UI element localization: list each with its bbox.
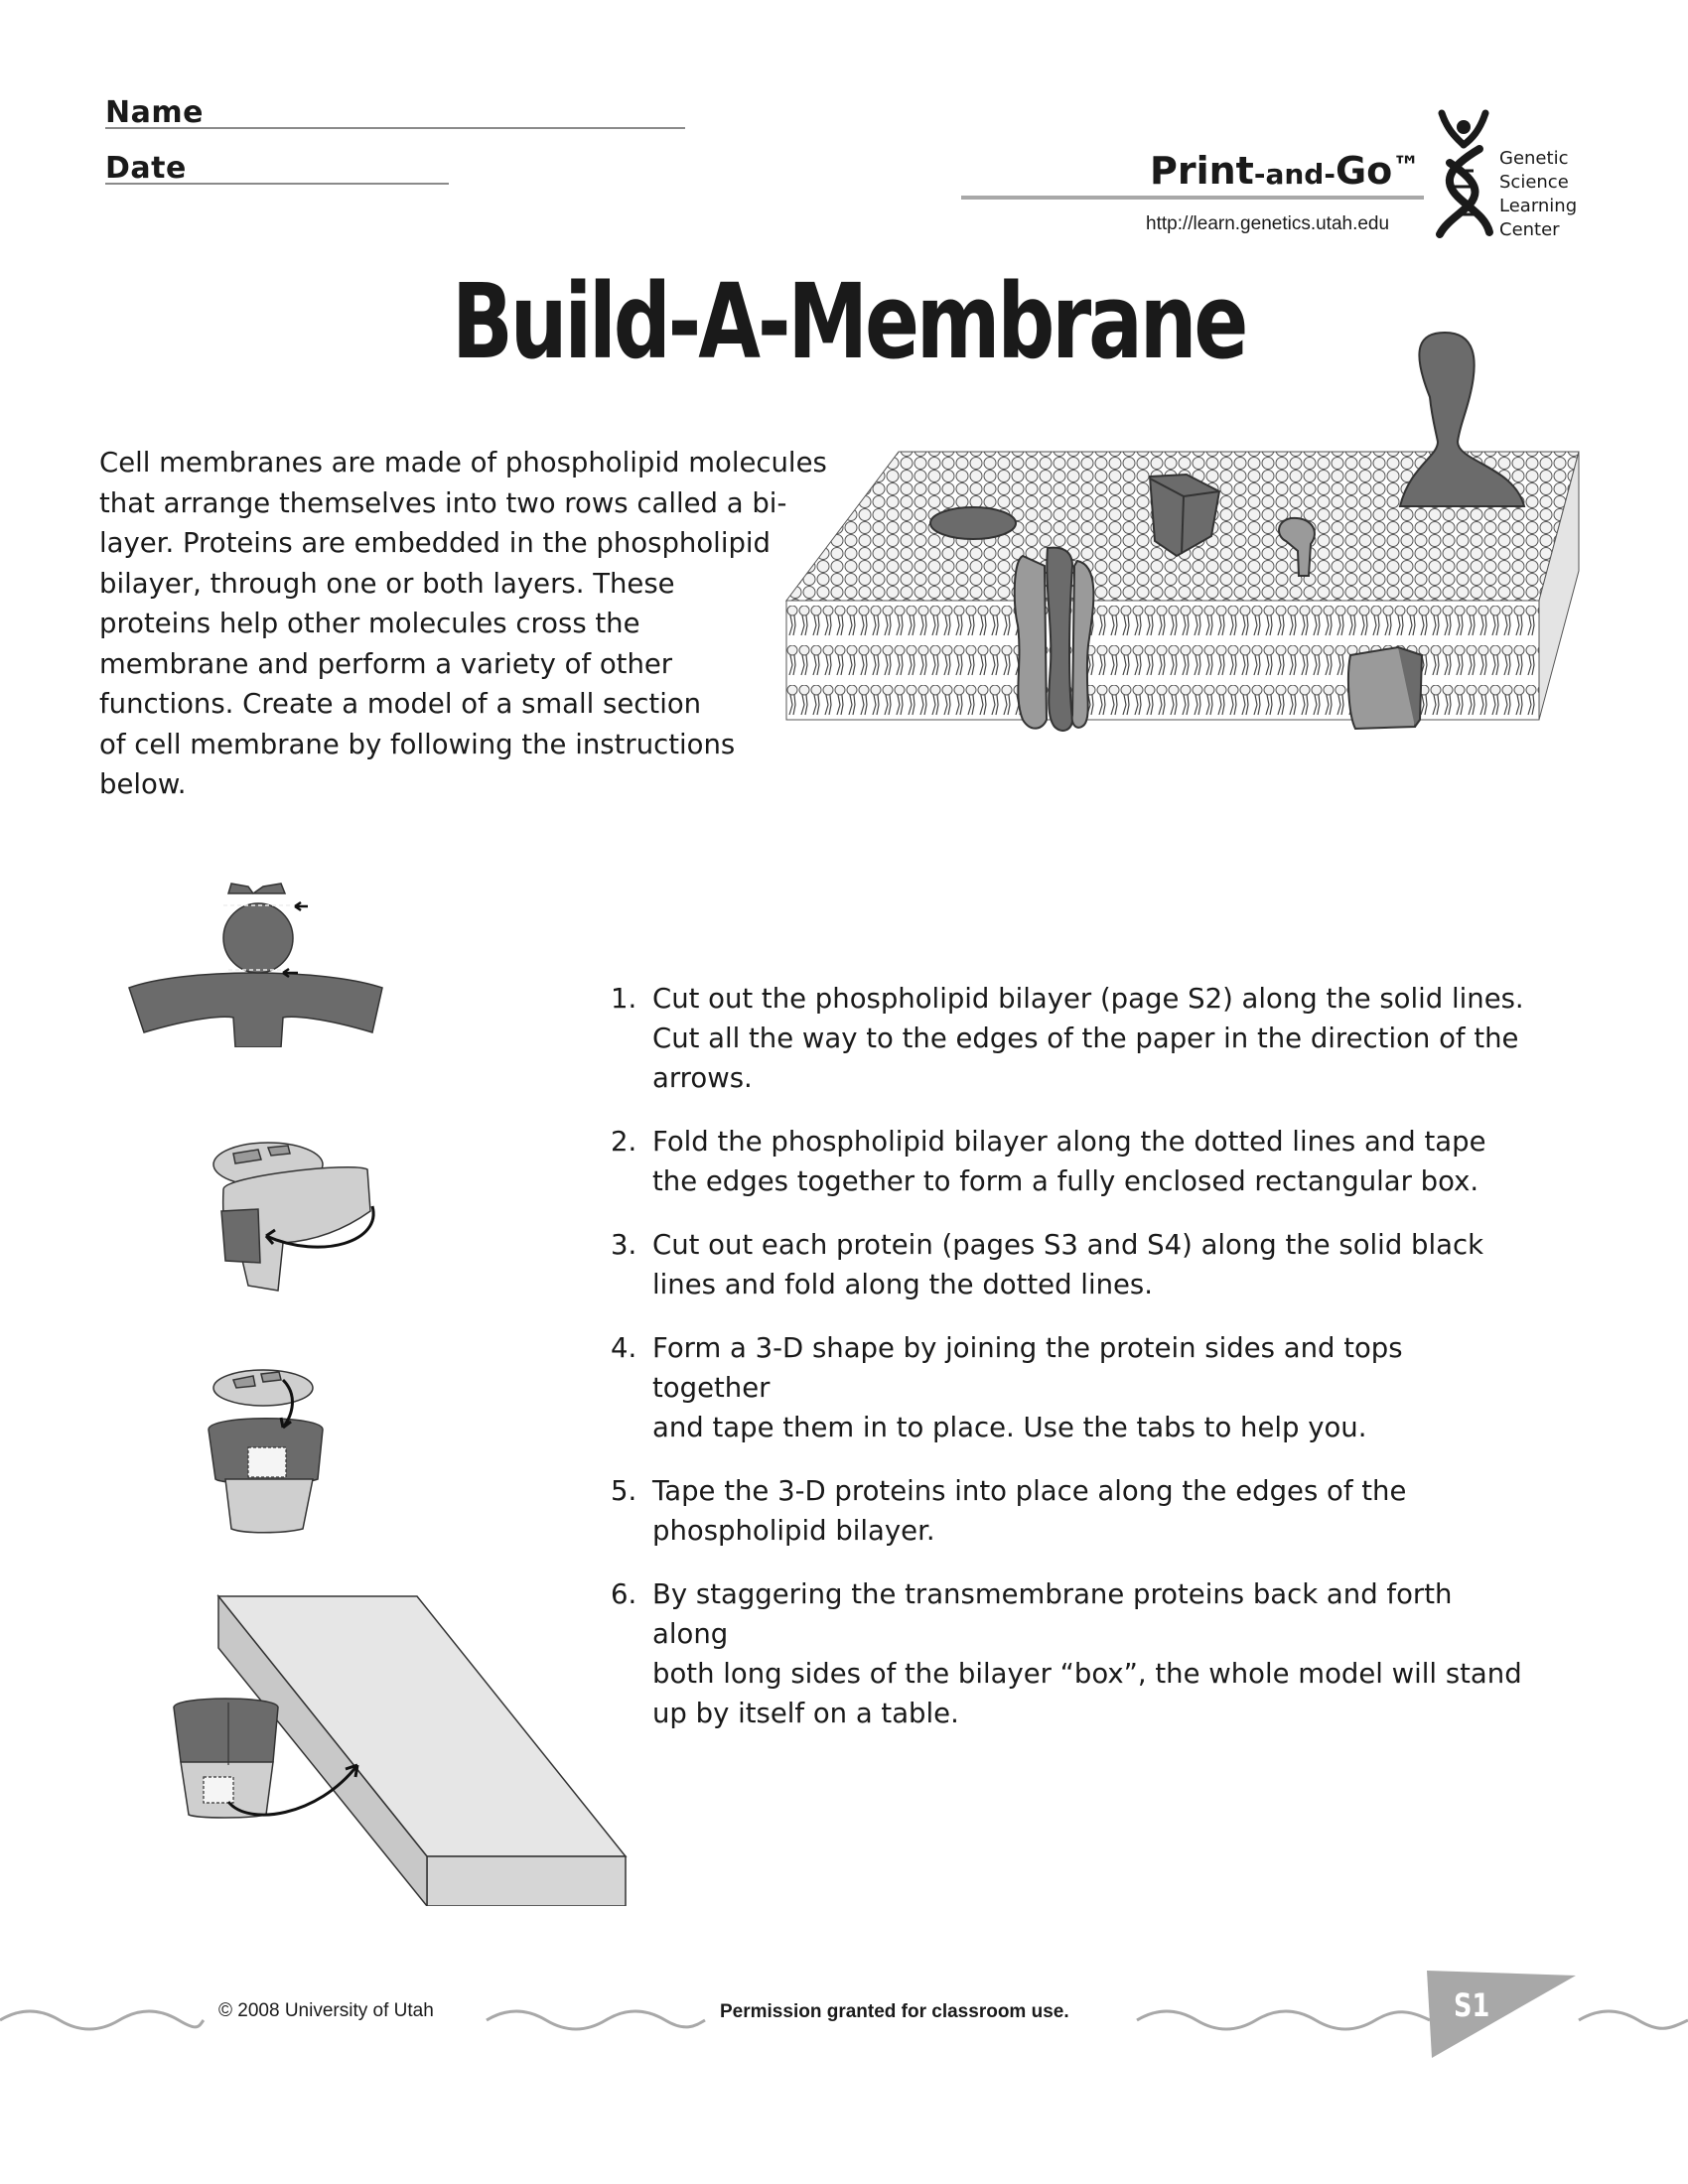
step-number: 2.: [611, 1126, 637, 1158]
page-tag-icon: [1427, 1971, 1576, 2058]
step-item: 6. By staggering the transmembrane prote…: [611, 1574, 1524, 1733]
step-line: Form a 3-D shape by joining the protein …: [652, 1332, 1403, 1404]
footer-permission: Permission granted for classroom use.: [720, 2001, 1069, 2022]
footer-wave-divider: [0, 2009, 1688, 2031]
step-item: 4. Form a 3-D shape by joining the prote…: [611, 1328, 1524, 1447]
step-item: 3. Cut out each protein (pages S3 and S4…: [611, 1225, 1524, 1304]
step-line: both long sides of the bilayer “box”, th…: [652, 1658, 1522, 1690]
step-diagram-cut: [128, 883, 383, 1047]
brand-and: -and-: [1253, 158, 1336, 191]
step-text: Form a 3-D shape by joining the protein …: [652, 1328, 1524, 1447]
step-line: up by itself on a table.: [652, 1698, 959, 1729]
intro-line: bilayer, through one or both layers. The…: [99, 567, 675, 600]
org-line-2: Science: [1499, 172, 1569, 193]
step-diagram-fold: [212, 1142, 375, 1292]
step-text: By staggering the transmembrane proteins…: [652, 1574, 1524, 1733]
step-number: 1.: [611, 983, 637, 1015]
protein-channel-mid-icon: [1046, 546, 1074, 732]
membrane-right-side: [1538, 451, 1580, 721]
brand-url: http://learn.genetics.utah.edu: [1146, 213, 1390, 234]
step-line: lines and fold along the dotted lines.: [652, 1269, 1153, 1300]
arrow-icon: [294, 900, 308, 912]
brand-print-and-go: Print-and-Go™: [1150, 149, 1420, 193]
protein-tall-icon: [1398, 331, 1526, 507]
step-item: 1. Cut out the phospholipid bilayer (pag…: [611, 979, 1524, 1098]
step-diagram-attach: [173, 1593, 628, 1906]
step-line: phospholipid bilayer.: [652, 1515, 935, 1547]
page-title: Build-A-Membrane: [452, 261, 1248, 382]
step-number: 3.: [611, 1229, 637, 1261]
step-text: Cut out each protein (pages S3 and S4) a…: [652, 1225, 1524, 1304]
step-text: Tape the 3-D proteins into place along t…: [652, 1471, 1524, 1551]
step-line: Cut out each protein (pages S3 and S4) a…: [652, 1229, 1484, 1261]
step-line: the edges together to form a fully enclo…: [652, 1165, 1479, 1197]
intro-line: membrane and perform a variety of other: [99, 647, 673, 680]
page-number: S1: [1454, 1986, 1490, 2024]
step-line: Cut all the way to the edges of the pape…: [652, 1023, 1519, 1054]
step-diagram-tape: [208, 1369, 324, 1534]
arrow-icon: [282, 967, 298, 979]
step-line: Cut out the phospholipid bilayer (page S…: [652, 983, 1524, 1015]
curved-arrow-icon: [226, 1764, 359, 1817]
org-name: Genetic Science Learning Center: [1499, 147, 1577, 242]
intro-line: that arrange themselves into two rows ca…: [99, 486, 787, 519]
step-number: 5.: [611, 1475, 637, 1507]
step-item: 5. Tape the 3-D proteins into place alon…: [611, 1471, 1524, 1551]
protein-oval-icon: [929, 506, 1017, 540]
footer-copyright: © 2008 University of Utah: [218, 2000, 434, 2021]
protein-cube-icon: [1148, 473, 1221, 558]
protein-small-icon: [1278, 516, 1316, 577]
org-line-1: Genetic: [1499, 148, 1569, 169]
intro-line: Cell membranes are made of phospholipid …: [99, 447, 827, 478]
intro-line: layer. Proteins are embedded in the phos…: [99, 527, 772, 559]
org-line-3: Learning: [1499, 196, 1578, 216]
intro-line: proteins help other molecules cross the: [99, 608, 640, 639]
curved-arrow-icon: [265, 1205, 375, 1249]
step-line: Fold the phospholipid bilayer along the …: [652, 1126, 1486, 1158]
step-line: arrows.: [652, 1062, 753, 1094]
intro-line: below.: [99, 768, 187, 800]
intro-line: of cell membrane by following the instru…: [99, 728, 736, 760]
step-line: By staggering the transmembrane proteins…: [652, 1578, 1453, 1650]
name-line[interactable]: [105, 127, 685, 129]
date-label: Date: [105, 151, 187, 186]
intro-paragraph: Cell membranes are made of phospholipid …: [99, 443, 874, 805]
date-line[interactable]: [105, 183, 449, 185]
name-label: Name: [105, 95, 204, 130]
step-item: 2. Fold the phospholipid bilayer along t…: [611, 1122, 1524, 1201]
step-text: Cut out the phospholipid bilayer (page S…: [652, 979, 1524, 1098]
step-number: 6.: [611, 1578, 637, 1610]
membrane-front-side: [785, 600, 1540, 721]
step-text: Fold the phospholipid bilayer along the …: [652, 1122, 1524, 1201]
brand-go: Go: [1335, 149, 1393, 193]
step-number: 4.: [611, 1332, 637, 1364]
instruction-steps: 1. Cut out the phospholipid bilayer (pag…: [611, 979, 1524, 1757]
protein-channel-left-icon: [1013, 554, 1049, 730]
brand-tm: ™: [1392, 150, 1421, 183]
dna-logo-icon: [1436, 109, 1493, 238]
brand-rule: [961, 196, 1424, 200]
brand-print: Print: [1150, 149, 1254, 193]
protein-channel-right-icon: [1070, 559, 1095, 729]
membrane-illustration: [784, 331, 1580, 732]
org-line-4: Center: [1499, 219, 1560, 240]
step-line: Tape the 3-D proteins into place along t…: [652, 1475, 1407, 1507]
step-line: and tape them in to place. Use the tabs …: [652, 1412, 1367, 1443]
intro-line: functions. Create a model of a small sec…: [99, 688, 702, 720]
